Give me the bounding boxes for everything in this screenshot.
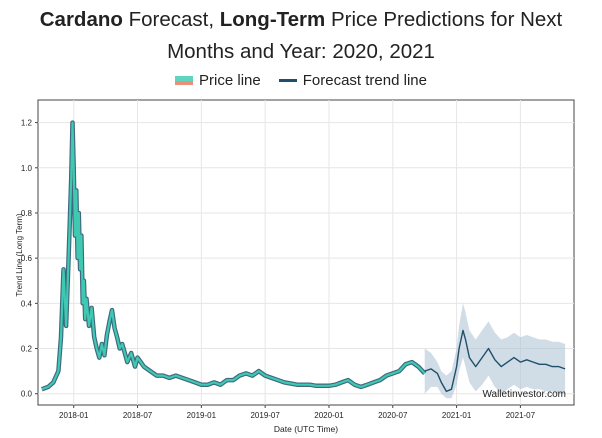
legend-item-price[interactable]: Price line <box>175 72 261 89</box>
y-tick-label: 0.6 <box>21 254 33 263</box>
confidence-band <box>424 303 566 399</box>
series-lines <box>41 120 566 393</box>
chart-title: Cardano Forecast, Long-Term Price Predic… <box>0 4 602 68</box>
y-tick-label: 0.8 <box>21 209 33 218</box>
x-tick-label: 2018-07 <box>123 411 153 420</box>
chart-legend: Price line Forecast trend line <box>0 72 602 89</box>
y-axis-ticks: 0.0 0.2 0.4 0.6 0.8 1.0 1.2 <box>21 119 38 399</box>
x-tick-label: 2020-07 <box>378 411 408 420</box>
y-tick-label: 0.2 <box>21 345 33 354</box>
y-tick-label: 1.0 <box>21 164 33 173</box>
x-tick-label: 2021-01 <box>442 411 472 420</box>
title-text-a: Forecast, <box>122 8 220 31</box>
title-coin-name: Cardano <box>39 8 123 31</box>
x-axis-label: Date (UTC Time) <box>274 424 338 434</box>
y-tick-label: 1.2 <box>21 119 33 128</box>
y-tick-label: 0.4 <box>21 299 33 308</box>
title-text-b: Price Predictions for Next <box>325 8 563 31</box>
x-axis-ticks: 2018-01 2018-07 2019-01 2019-07 2020-01 2020-… <box>59 405 536 420</box>
watermark: Walletinvestor.com <box>482 389 566 400</box>
price-line-swatch-icon <box>175 76 194 85</box>
y-axis-label: Trend Line (Long Term) <box>15 213 24 296</box>
grid-lines <box>38 100 574 405</box>
title-line-2: Months and Year: 2020, 2021 <box>167 40 435 63</box>
legend-price-label: Price line <box>199 72 261 89</box>
x-tick-label: 2019-01 <box>187 411 217 420</box>
trend-line-swatch-icon <box>278 79 297 82</box>
legend-item-trend[interactable]: Forecast trend line <box>278 72 427 89</box>
x-tick-label: 2021-07 <box>506 411 536 420</box>
forecast-trend-line <box>424 329 566 393</box>
legend-trend-label: Forecast trend line <box>302 72 427 89</box>
x-tick-label: 2019-07 <box>250 411 280 420</box>
x-tick-label: 2020-01 <box>314 411 344 420</box>
forecast-confidence-band <box>424 303 566 399</box>
price-line <box>41 121 426 391</box>
y-tick-label: 0.0 <box>21 390 33 399</box>
x-tick-label: 2018-01 <box>59 411 89 420</box>
title-line-1: Cardano Forecast, Long-Term Price Predic… <box>0 4 602 36</box>
title-long-term: Long-Term <box>219 8 326 31</box>
